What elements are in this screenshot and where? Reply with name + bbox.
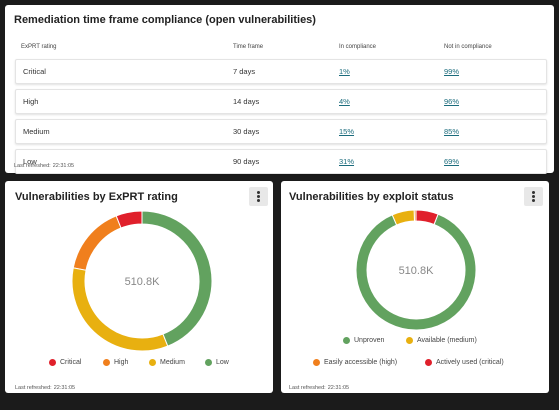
donut-segment-actively-used-critical[interactable] <box>415 209 439 226</box>
donut-segment-medium[interactable] <box>71 267 169 352</box>
last-refreshed-time: 22:31:05 <box>53 385 76 391</box>
rating-cell: High <box>23 97 39 106</box>
kebab-menu-icon[interactable] <box>524 187 543 206</box>
legend-unproven[interactable]: Unproven <box>343 337 384 344</box>
compliance-title: Remediation time frame compliance (open … <box>14 14 316 26</box>
last-refreshed-label: Last refreshed: <box>15 385 52 391</box>
legend-dot <box>49 359 56 366</box>
legend-label: High <box>114 359 129 366</box>
table-row: Low 90 days 31% 69% <box>15 149 547 174</box>
donut-segment-high[interactable] <box>72 215 122 271</box>
legend-label: Critical <box>60 359 82 366</box>
exploit-chart-title: Vulnerabilities by exploit status <box>289 191 454 203</box>
last-refreshed: Last refreshed: 22:31:05 <box>15 385 75 391</box>
table-row: High 14 days 4% 96% <box>15 89 547 114</box>
exploit-status-card: Vulnerabilities by exploit status 510.8K… <box>281 181 549 393</box>
rating-cell: Low <box>23 157 37 166</box>
legend-medium[interactable]: Medium <box>149 359 185 366</box>
time-frame-cell: 30 days <box>233 127 260 136</box>
last-refreshed-time: 22:31:05 <box>327 385 350 391</box>
legend-label: Available (medium) <box>417 337 477 344</box>
legend-dot <box>425 359 432 366</box>
legend-dot <box>406 337 413 344</box>
legend-low[interactable]: Low <box>205 359 229 366</box>
last-refreshed: Last refreshed: 22:31:05 <box>14 163 74 169</box>
legend-dot <box>205 359 212 366</box>
exprt-rating-card: Vulnerabilities by ExPRT rating 510.8K C… <box>5 181 273 393</box>
not-in-compliance-link[interactable]: 69% <box>444 157 460 166</box>
legend-dot <box>343 337 350 344</box>
last-refreshed-label: Last refreshed: <box>14 163 51 169</box>
legend-label: Actively used (critical) <box>436 359 504 366</box>
legend-label: Easily accessible (high) <box>324 359 398 366</box>
kebab-menu-icon[interactable] <box>249 187 268 206</box>
compliance-card: Remediation time frame compliance (open … <box>5 5 554 174</box>
time-frame-cell: 90 days <box>233 157 260 166</box>
legend-actively-used-critical[interactable]: Actively used (critical) <box>425 359 504 366</box>
not-in-compliance-link[interactable]: 85% <box>444 127 460 136</box>
last-refreshed-time: 22:31:05 <box>52 163 75 169</box>
time-frame-cell: 7 days <box>233 67 256 76</box>
donut-segment-unproven[interactable] <box>355 213 477 331</box>
exploit-donut-chart: 510.8K <box>355 209 477 331</box>
header-in-compliance: In compliance <box>339 44 377 50</box>
in-compliance-link[interactable]: 31% <box>339 157 355 166</box>
legend-dot <box>103 359 110 366</box>
exploit-center-value: 510.8K <box>399 265 435 277</box>
not-in-compliance-link[interactable]: 99% <box>444 67 460 76</box>
not-in-compliance-link[interactable]: 96% <box>444 97 460 106</box>
donut-segment-low[interactable] <box>141 210 213 347</box>
legend-label: Low <box>216 359 229 366</box>
exprt-donut-chart: 510.8K <box>71 210 213 352</box>
table-row: Medium 30 days 15% 85% <box>15 119 547 144</box>
time-frame-cell: 14 days <box>233 97 260 106</box>
legend-dot <box>313 359 320 366</box>
exprt-chart-title: Vulnerabilities by ExPRT rating <box>15 191 178 203</box>
last-refreshed: Last refreshed: 22:31:05 <box>289 385 349 391</box>
legend-high[interactable]: High <box>103 359 128 366</box>
rating-cell: Critical <box>23 67 46 76</box>
last-refreshed-label: Last refreshed: <box>289 385 326 391</box>
in-compliance-link[interactable]: 4% <box>339 97 350 106</box>
legend-label: Medium <box>160 359 185 366</box>
in-compliance-link[interactable]: 1% <box>339 67 350 76</box>
legend-easily-accessible-high[interactable]: Easily accessible (high) <box>313 359 397 366</box>
rating-cell: Medium <box>23 127 50 136</box>
donut-segment-critical[interactable] <box>115 210 143 229</box>
legend-label: Unproven <box>354 337 385 344</box>
exprt-center-value: 510.8K <box>125 276 161 288</box>
donut-segment-available-medium[interactable] <box>391 209 415 226</box>
legend-critical[interactable]: Critical <box>49 359 81 366</box>
in-compliance-link[interactable]: 15% <box>339 127 355 136</box>
legend-dot <box>149 359 156 366</box>
header-exprt-rating: ExPRT rating <box>21 44 57 50</box>
header-not-in-compliance: Not in compliance <box>444 44 492 50</box>
legend-available-medium[interactable]: Available (medium) <box>406 337 477 344</box>
header-time-frame: Time frame <box>233 44 264 50</box>
table-row: Critical 7 days 1% 99% <box>15 59 547 84</box>
